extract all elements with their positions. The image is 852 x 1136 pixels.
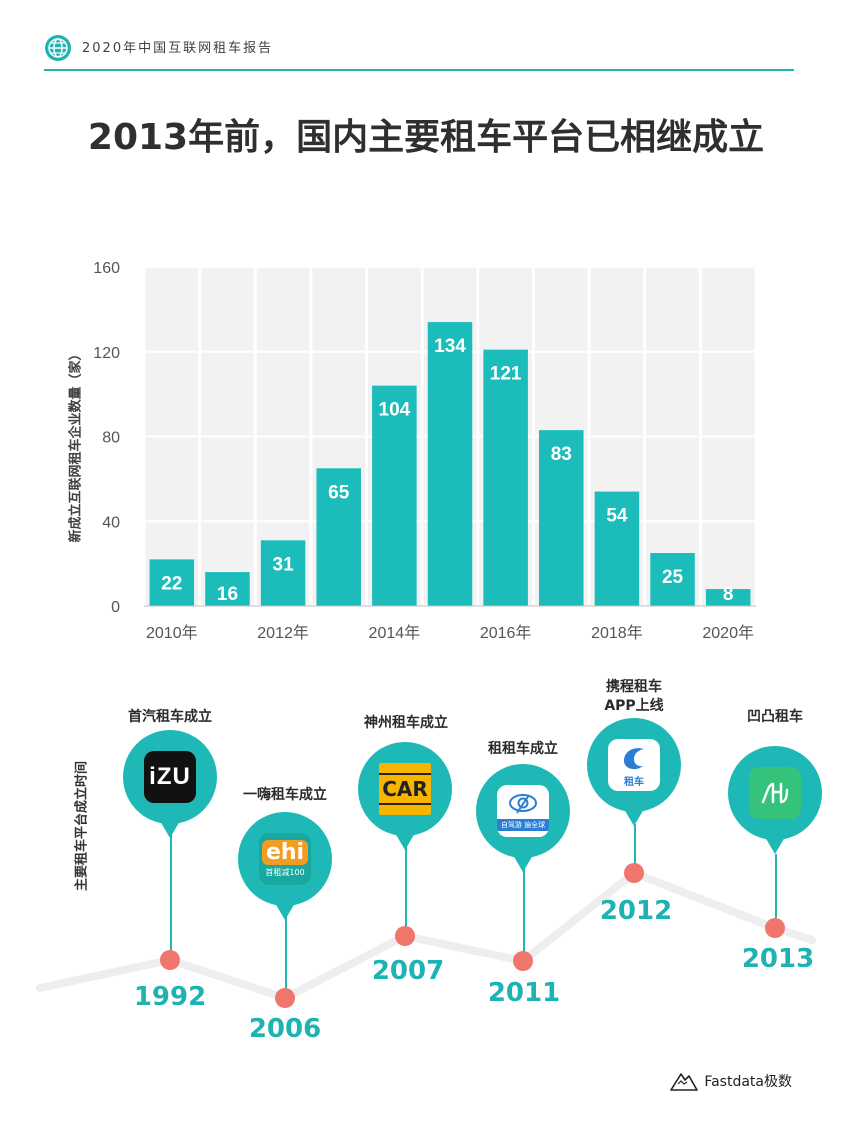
timeline-event-label: 一嗨租车成立 — [243, 787, 327, 803]
header-divider — [44, 69, 794, 71]
dolphin-icon — [624, 747, 644, 769]
bar-value-label: 8 — [723, 584, 734, 605]
y-tick-label: 120 — [93, 345, 120, 362]
pin-stem — [523, 862, 525, 956]
timeline-year: 2007 — [371, 956, 445, 986]
pin-stem — [285, 910, 287, 996]
pin-stem — [405, 840, 407, 930]
atzuche-logo — [749, 767, 801, 819]
page-title: 2013年前，国内主要租车平台已相继成立 — [87, 117, 765, 158]
zuzuche-logo: 自驾游 遍全球 — [497, 785, 549, 837]
bar — [205, 572, 250, 606]
bar — [427, 322, 473, 606]
pin-marker: CAR — [358, 742, 452, 850]
bar-value-label: 54 — [606, 506, 628, 527]
y-tick-label: 160 — [93, 260, 120, 277]
bar-chart: 0 40 80 120 160 22 16 31 65 104 134 121 83 54 25 8 2010年… — [93, 260, 758, 642]
bar-value-label: 104 — [379, 400, 411, 421]
bar-value-label: 25 — [662, 567, 684, 588]
timeline-event-label: 神州租车成立 — [364, 715, 448, 731]
timeline-event-label: 首汽租车成立 — [128, 709, 212, 725]
bar-value-label: 31 — [273, 554, 295, 575]
ehi-logo: ehi 首租减100 — [259, 833, 311, 885]
bar-value-label: 65 — [328, 482, 350, 503]
y-tick-label: 0 — [111, 599, 120, 616]
timeline-year: 2012 — [599, 896, 673, 926]
timeline-event-label: 租租车成立 — [488, 741, 558, 757]
timeline-year: 2013 — [741, 944, 815, 974]
timeline-dot — [513, 951, 533, 971]
bar — [372, 385, 417, 606]
x-tick-label: 2016年 — [480, 624, 532, 642]
bar — [705, 589, 751, 606]
footer-brand: Fastdata极数 — [670, 1070, 792, 1092]
timeline-dot — [395, 926, 415, 946]
bar — [316, 468, 361, 606]
x-tick-label: 2014年 — [369, 624, 421, 642]
bar-value-label: 83 — [551, 444, 572, 465]
bar — [594, 491, 640, 606]
bar-value-label: 134 — [434, 336, 466, 357]
mountain-logo-icon — [670, 1073, 699, 1091]
timeline-year: 2006 — [248, 1014, 322, 1044]
atzuche-mark-icon — [761, 782, 789, 804]
globe-icon — [45, 35, 71, 61]
x-tick-label: 2020年 — [702, 624, 754, 642]
bar — [149, 559, 195, 606]
report-title: 2020年中国互联网租车报告 — [82, 41, 274, 56]
izu-logo: iZU — [144, 751, 196, 803]
report-header: 2020年中国互联网租车报告 — [44, 30, 794, 71]
timeline-dot — [160, 950, 180, 970]
pin-marker: iZU — [123, 730, 217, 838]
pin-marker — [728, 746, 822, 854]
timeline-event-label: 携程租车 APP上线 — [604, 679, 664, 714]
eye-icon — [509, 794, 537, 814]
bar — [483, 349, 528, 606]
pin-marker: ehi 首租减100 — [238, 812, 332, 920]
ctrip-logo: 租车 — [608, 739, 660, 791]
timeline-year: 1992 — [133, 982, 207, 1012]
bar-value-label: 22 — [161, 573, 182, 594]
footer-brand-text: Fastdata极数 — [704, 1074, 792, 1090]
y-tick-label: 80 — [102, 430, 120, 447]
pin-stem — [775, 854, 777, 918]
x-tick-label: 2012年 — [257, 624, 309, 642]
timeline-event-label: 凹凸租车 — [747, 709, 803, 725]
bar — [650, 553, 695, 606]
bar — [539, 430, 584, 606]
bar — [260, 540, 306, 606]
car-logo: CAR — [379, 763, 431, 815]
x-tick-label: 2010年 — [146, 624, 198, 642]
bar-value-label: 121 — [490, 364, 522, 385]
timeline-dot — [275, 988, 295, 1008]
timeline-dot — [765, 918, 785, 938]
timeline-year: 2011 — [487, 978, 561, 1008]
pin-marker: 自驾游 遍全球 — [476, 764, 570, 872]
x-tick-label: 2018年 — [591, 624, 643, 642]
y-tick-label: 40 — [102, 514, 120, 531]
timeline-dot — [624, 863, 644, 883]
pin-marker: 租车 — [587, 718, 681, 826]
pin-stem — [170, 830, 172, 958]
pin-stem — [634, 824, 636, 864]
bar-value-label: 16 — [217, 584, 238, 605]
